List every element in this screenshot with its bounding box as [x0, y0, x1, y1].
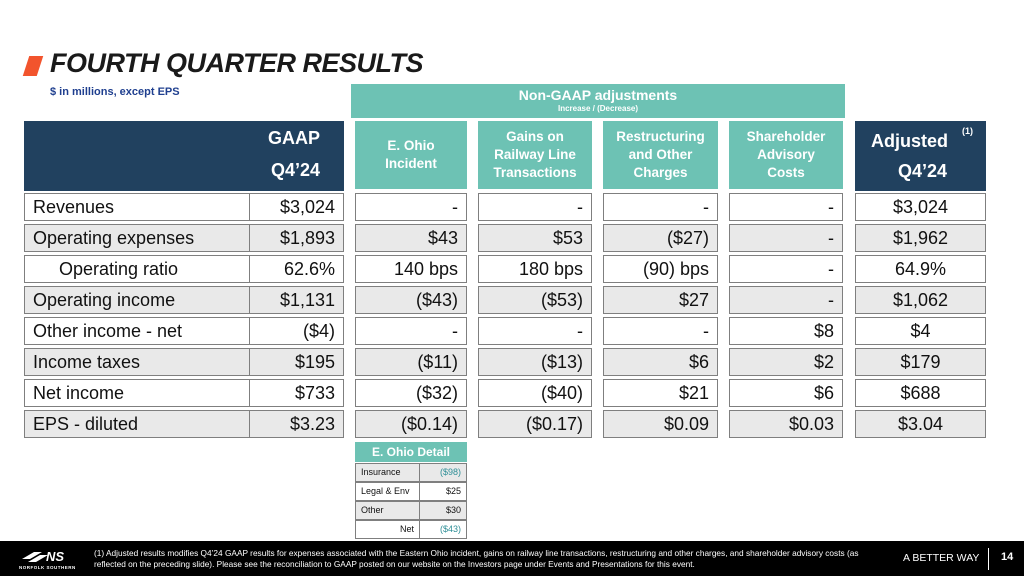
restructuring-value: ($27): [603, 224, 718, 252]
footnote: (1) Adjusted results modifies Q4’24 GAAP…: [94, 548, 859, 569]
gains-value: ($53): [478, 286, 592, 314]
restructuring-header-label: Restructuring and Other Charges: [616, 129, 705, 180]
ohio-value: ($43): [355, 286, 467, 314]
ohio-value: 140 bps: [355, 255, 467, 283]
gaap-header: GAAP Q4’24: [24, 121, 344, 191]
row-label: Operating income: [24, 286, 250, 314]
gains-value: ($0.17): [478, 410, 592, 438]
adjusted-header-period: Q4’24: [898, 161, 948, 181]
ohio-incident-header-label: E. Ohio Incident: [385, 138, 437, 171]
shareholder-header: Shareholder Advisory Costs: [729, 121, 843, 189]
ohio-value: -: [355, 193, 467, 221]
footer-bar: NS NORFOLK SOUTHERN (1) Adjusted results…: [0, 541, 1024, 576]
gaap-value: $1,893: [249, 224, 344, 252]
shareholder-value: $6: [729, 379, 843, 407]
adjusted-header: Adjusted (1) Q4’24: [855, 121, 986, 191]
detail-value: ($98): [419, 463, 467, 482]
gaap-value: $733: [249, 379, 344, 407]
gaap-header-period: Q4’24: [270, 160, 320, 180]
restructuring-value: $21: [603, 379, 718, 407]
row-label: Operating ratio: [24, 255, 250, 283]
restructuring-value: $27: [603, 286, 718, 314]
detail-label: Other: [355, 501, 420, 520]
ohio-incident-header: E. Ohio Incident: [355, 121, 467, 189]
detail-label: Legal & Env: [355, 482, 420, 501]
adjusted-value: $4: [855, 317, 986, 345]
shareholder-value: -: [729, 193, 843, 221]
footer-divider: [988, 548, 989, 570]
shareholder-header-label: Shareholder Advisory Costs: [746, 129, 826, 180]
gains-header-label: Gains on Railway Line Transactions: [493, 129, 577, 180]
gaap-value: $3.23: [249, 410, 344, 438]
ohio-value: ($0.14): [355, 410, 467, 438]
detail-value: $25: [419, 482, 467, 501]
gaap-header-label: GAAP: [267, 128, 320, 148]
adjusted-footnote-marker: (1): [962, 126, 973, 136]
banner-title: Non-GAAP adjustments: [518, 87, 678, 103]
title-accent-slash: [22, 56, 44, 76]
ohio-value: $43: [355, 224, 467, 252]
gaap-value: ($4): [249, 317, 344, 345]
detail-label: Net: [355, 520, 420, 539]
shareholder-value: -: [729, 224, 843, 252]
shareholder-value: -: [729, 286, 843, 314]
adjusted-value: $1,062: [855, 286, 986, 314]
shareholder-value: $0.03: [729, 410, 843, 438]
row-label: EPS - diluted: [24, 410, 250, 438]
ohio-value: -: [355, 317, 467, 345]
adjusted-value: $3.04: [855, 410, 986, 438]
restructuring-value: $0.09: [603, 410, 718, 438]
gains-value: $53: [478, 224, 592, 252]
shareholder-value: -: [729, 255, 843, 283]
gaap-value: $1,131: [249, 286, 344, 314]
gains-value: -: [478, 193, 592, 221]
ohio-value: ($11): [355, 348, 467, 376]
norfolk-southern-logo-icon: NS: [22, 549, 64, 563]
units-subtitle: $ in millions, except EPS: [50, 86, 180, 98]
shareholder-value: $2: [729, 348, 843, 376]
shareholder-value: $8: [729, 317, 843, 345]
row-label: Revenues: [24, 193, 250, 221]
row-label: Other income - net: [24, 317, 250, 345]
page-title: FOURTH QUARTER RESULTS: [50, 48, 424, 78]
restructuring-value: -: [603, 317, 718, 345]
ohio-value: ($32): [355, 379, 467, 407]
row-label: Operating expenses: [24, 224, 250, 252]
adjusted-value: $179: [855, 348, 986, 376]
detail-value: ($43): [419, 520, 467, 539]
banner-subtitle: Increase / (Decrease): [557, 104, 639, 113]
adjusted-value: $688: [855, 379, 986, 407]
detail-label: Insurance: [355, 463, 420, 482]
gains-header: Gains on Railway Line Transactions: [478, 121, 592, 189]
detail-value: $30: [419, 501, 467, 520]
gaap-value: $3,024: [249, 193, 344, 221]
gaap-value: 62.6%: [249, 255, 344, 283]
gains-value: ($40): [478, 379, 592, 407]
restructuring-value: -: [603, 193, 718, 221]
row-label: Net income: [24, 379, 250, 407]
gaap-value: $195: [249, 348, 344, 376]
adjusted-header-label: Adjusted: [871, 131, 949, 151]
restructuring-value: $6: [603, 348, 718, 376]
gains-value: -: [478, 317, 592, 345]
svg-text:NS: NS: [46, 549, 64, 563]
adjusted-value: 64.9%: [855, 255, 986, 283]
non-gaap-banner: Non-GAAP adjustments Increase / (Decreas…: [351, 84, 845, 118]
adjusted-value: $1,962: [855, 224, 986, 252]
restructuring-value: (90) bps: [603, 255, 718, 283]
tagline: A BETTER WAY: [903, 552, 980, 564]
page-number: 14: [1001, 551, 1014, 563]
restructuring-header: Restructuring and Other Charges: [603, 121, 718, 189]
adjusted-value: $3,024: [855, 193, 986, 221]
ohio-detail-header: E. Ohio Detail: [355, 442, 467, 462]
gains-value: 180 bps: [478, 255, 592, 283]
logo-wordmark: NORFOLK SOUTHERN: [19, 565, 76, 570]
row-label: Income taxes: [24, 348, 250, 376]
gains-value: ($13): [478, 348, 592, 376]
